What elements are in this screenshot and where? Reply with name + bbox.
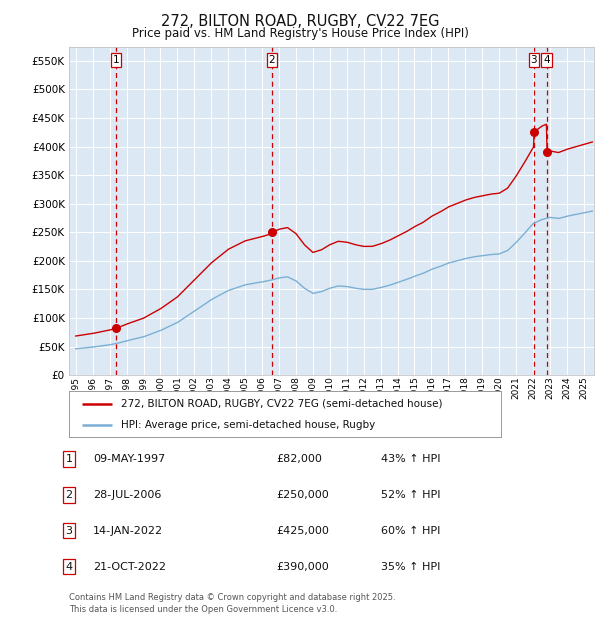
- Text: 272, BILTON ROAD, RUGBY, CV22 7EG (semi-detached house): 272, BILTON ROAD, RUGBY, CV22 7EG (semi-…: [121, 399, 442, 409]
- Text: 43% ↑ HPI: 43% ↑ HPI: [381, 454, 440, 464]
- Text: 09-MAY-1997: 09-MAY-1997: [93, 454, 165, 464]
- Text: 52% ↑ HPI: 52% ↑ HPI: [381, 490, 440, 500]
- Text: 21-OCT-2022: 21-OCT-2022: [93, 562, 166, 572]
- Text: 2: 2: [268, 55, 275, 64]
- Text: 1: 1: [112, 55, 119, 64]
- Text: 14-JAN-2022: 14-JAN-2022: [93, 526, 163, 536]
- Text: 4: 4: [65, 562, 73, 572]
- Text: 35% ↑ HPI: 35% ↑ HPI: [381, 562, 440, 572]
- Text: Price paid vs. HM Land Registry's House Price Index (HPI): Price paid vs. HM Land Registry's House …: [131, 27, 469, 40]
- Text: 2: 2: [65, 490, 73, 500]
- Text: 60% ↑ HPI: 60% ↑ HPI: [381, 526, 440, 536]
- Text: 1: 1: [65, 454, 73, 464]
- Text: £250,000: £250,000: [276, 490, 329, 500]
- Text: 3: 3: [65, 526, 73, 536]
- Text: 272, BILTON ROAD, RUGBY, CV22 7EG: 272, BILTON ROAD, RUGBY, CV22 7EG: [161, 14, 439, 29]
- Text: 3: 3: [530, 55, 537, 64]
- Text: £82,000: £82,000: [276, 454, 322, 464]
- Text: £390,000: £390,000: [276, 562, 329, 572]
- Text: 28-JUL-2006: 28-JUL-2006: [93, 490, 161, 500]
- Text: HPI: Average price, semi-detached house, Rugby: HPI: Average price, semi-detached house,…: [121, 420, 375, 430]
- Text: Contains HM Land Registry data © Crown copyright and database right 2025.
This d: Contains HM Land Registry data © Crown c…: [69, 593, 395, 614]
- Text: 4: 4: [543, 55, 550, 64]
- Text: £425,000: £425,000: [276, 526, 329, 536]
